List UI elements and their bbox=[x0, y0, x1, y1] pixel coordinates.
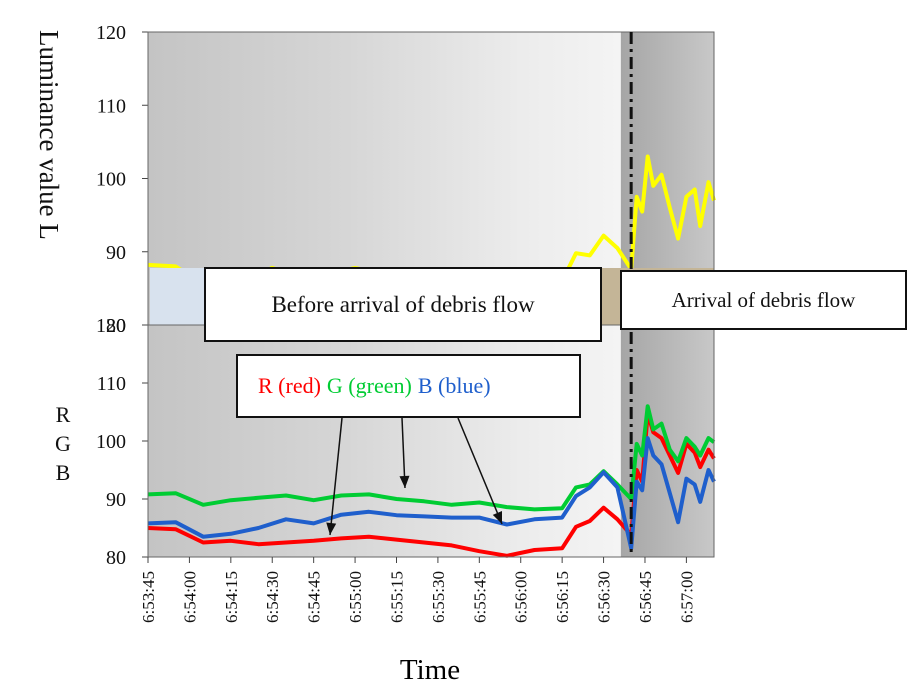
lum-y-tick-label: 90 bbox=[106, 242, 126, 264]
x-tick-label: 6:54:45 bbox=[305, 571, 324, 623]
rgb-y-tick-label: 120 bbox=[96, 315, 126, 337]
legend-entry-0: R (red) bbox=[258, 373, 321, 398]
rgb-label-letter: G bbox=[55, 431, 71, 456]
x-tick-label: 6:55:15 bbox=[387, 571, 406, 623]
legend-arrowhead-1 bbox=[399, 475, 410, 488]
x-tick-label: 6:57:00 bbox=[677, 571, 696, 623]
legend-arrow-2 bbox=[457, 417, 503, 525]
rgb-label-letter: B bbox=[55, 460, 71, 485]
x-tick-label: 6:56:15 bbox=[553, 571, 572, 623]
x-axis-label: Time bbox=[399, 654, 461, 686]
rgb-y-tick-label: 90 bbox=[106, 489, 126, 511]
annotation-arrival: Arrival of debris flow bbox=[620, 270, 907, 330]
legend-arrow-0 bbox=[329, 417, 343, 536]
rgb-series-line-0 bbox=[147, 411, 716, 558]
x-tick-label: 6:53:45 bbox=[139, 571, 158, 623]
lum-y-tick-label: 110 bbox=[97, 95, 126, 117]
legend-arrowhead-0 bbox=[326, 522, 337, 535]
lum-y-tick-label: 120 bbox=[96, 22, 126, 44]
rgb-y-tick-label: 110 bbox=[97, 373, 126, 395]
legend-entry-2: B (blue) bbox=[417, 373, 491, 398]
annotation-before-arrival: Before arrival of debris flow bbox=[204, 267, 602, 342]
legend-entry-1: G (green) bbox=[326, 373, 412, 398]
legend-arrowhead-2 bbox=[492, 511, 503, 524]
rgb-series-line-2 bbox=[147, 436, 716, 551]
rgb-series-line-1 bbox=[147, 404, 716, 512]
x-tick-label: 6:54:30 bbox=[263, 571, 282, 623]
x-tick-label: 6:56:30 bbox=[595, 571, 614, 623]
rgb-y-tick-label: 100 bbox=[96, 431, 126, 453]
lum-y-tick-label: 100 bbox=[96, 169, 126, 191]
lum-y-tick-label: 80 bbox=[106, 315, 126, 337]
x-tick-label: 6:54:00 bbox=[180, 571, 199, 623]
x-tick-label: 6:55:45 bbox=[470, 571, 489, 623]
legend: R (red) G (green) B (blue) bbox=[236, 354, 581, 418]
x-tick-label: 6:55:30 bbox=[429, 571, 448, 623]
rgb-label-letter: R bbox=[55, 402, 71, 427]
x-tick-label: 6:55:00 bbox=[346, 571, 365, 623]
y-axis-label-luminance: Luminance value L bbox=[34, 30, 64, 240]
x-tick-label: 6:56:45 bbox=[636, 571, 655, 623]
x-tick-label: 6:54:15 bbox=[222, 571, 241, 623]
rgb-y-tick-label: 80 bbox=[106, 547, 126, 569]
x-tick-label: 6:56:00 bbox=[512, 571, 531, 623]
